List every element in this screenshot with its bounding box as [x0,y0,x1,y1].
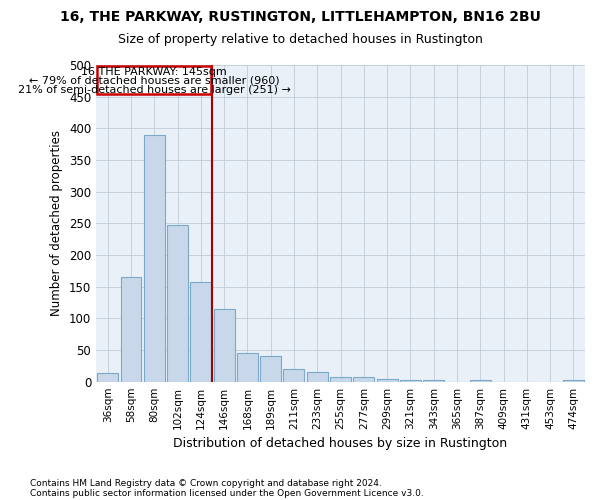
Bar [144,134,165,382]
Bar [237,353,258,382]
Bar [260,356,281,382]
Bar [470,380,491,382]
Bar [307,372,328,382]
Text: 16, THE PARKWAY, RUSTINGTON, LITTLEHAMPTON, BN16 2BU: 16, THE PARKWAY, RUSTINGTON, LITTLEHAMPT… [59,10,541,24]
Text: Contains public sector information licensed under the Open Government Licence v3: Contains public sector information licen… [30,488,424,498]
Text: ← 79% of detached houses are smaller (960): ← 79% of detached houses are smaller (96… [29,76,280,86]
Bar [283,369,304,382]
Text: 21% of semi-detached houses are larger (251) →: 21% of semi-detached houses are larger (… [18,85,291,95]
Bar [353,376,374,382]
Bar [214,309,235,382]
Bar [121,277,142,382]
Bar [330,376,351,382]
Bar [563,380,584,382]
FancyBboxPatch shape [97,66,211,94]
Y-axis label: Number of detached properties: Number of detached properties [50,130,64,316]
Bar [167,224,188,382]
Bar [190,282,211,382]
X-axis label: Distribution of detached houses by size in Rustington: Distribution of detached houses by size … [173,437,508,450]
Text: 16 THE PARKWAY: 145sqm: 16 THE PARKWAY: 145sqm [82,66,227,76]
Bar [423,380,444,382]
Text: Size of property relative to detached houses in Rustington: Size of property relative to detached ho… [118,32,482,46]
Bar [400,380,421,382]
Bar [97,374,118,382]
Text: Contains HM Land Registry data © Crown copyright and database right 2024.: Contains HM Land Registry data © Crown c… [30,478,382,488]
Bar [377,379,398,382]
